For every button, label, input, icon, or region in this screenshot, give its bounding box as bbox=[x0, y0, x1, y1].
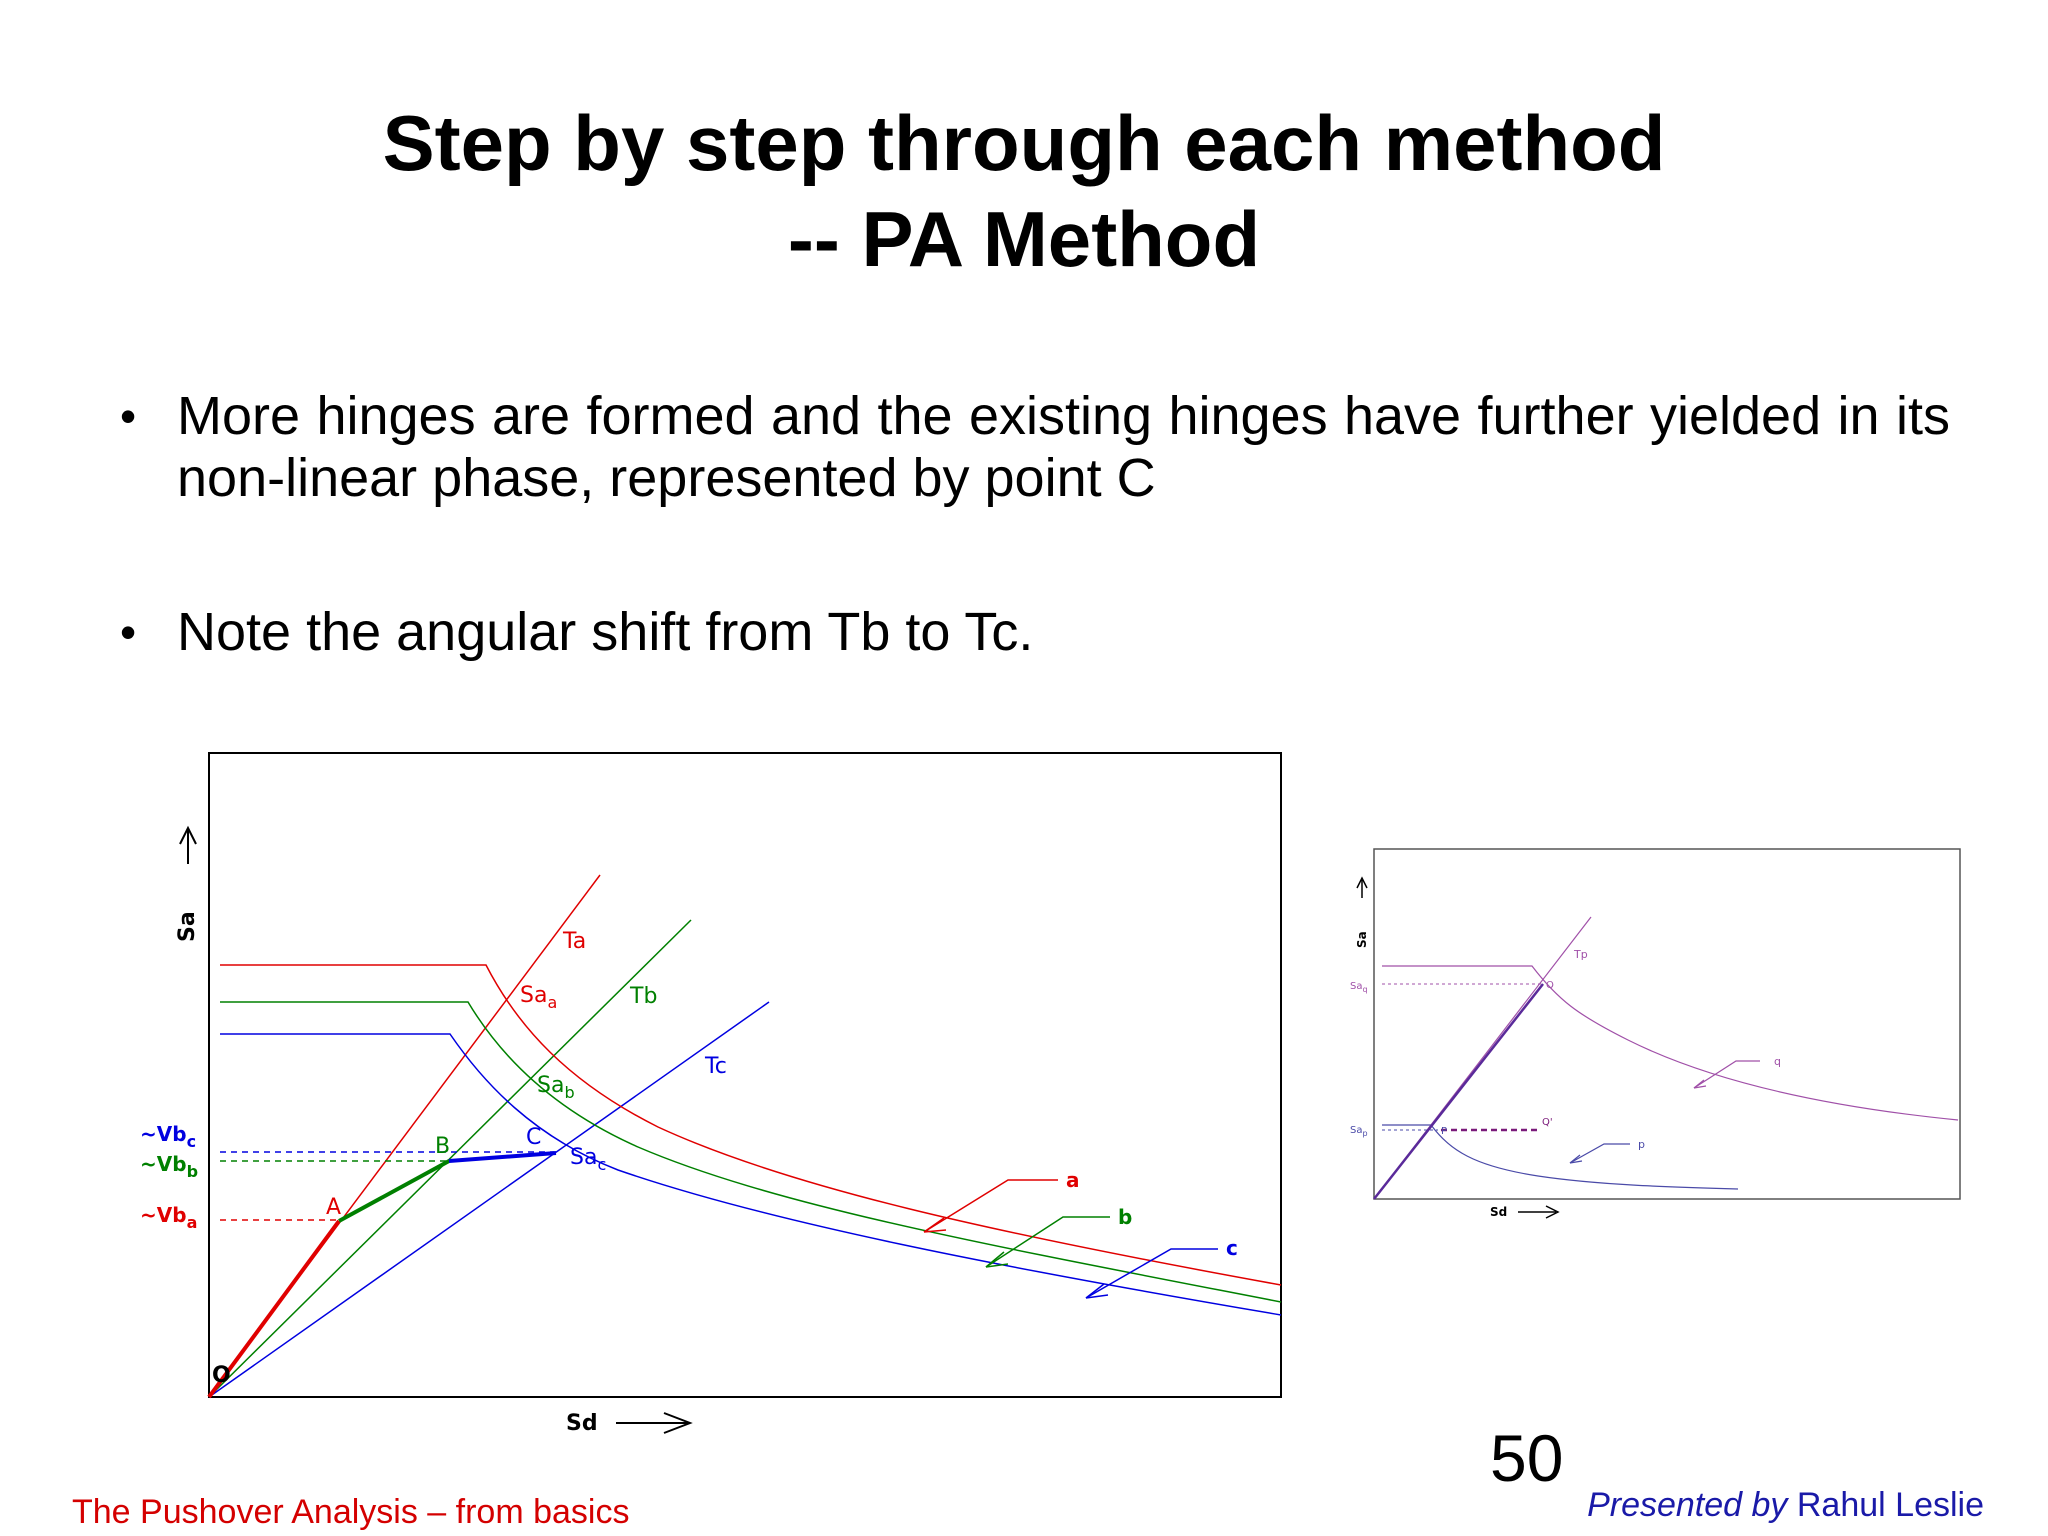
inset-point-q-prime-label: Q' bbox=[1542, 1117, 1553, 1128]
inset-y-axis-label: Sa bbox=[1355, 931, 1369, 948]
period-label-ta: Ta bbox=[562, 929, 586, 954]
sa-c-label: Sac bbox=[570, 1145, 606, 1174]
y-axis-label: Sa bbox=[175, 911, 200, 942]
inset-curve-label-p: p bbox=[1638, 1138, 1645, 1151]
callout-c bbox=[1085, 1248, 1218, 1299]
callout-b bbox=[985, 1216, 1110, 1268]
callout-a bbox=[923, 1179, 1058, 1233]
period-label-tc: Tc bbox=[704, 1054, 727, 1079]
footer-course-title: The Pushover Analysis – from basics bbox=[72, 1493, 630, 1531]
footer-presenter-name: Rahul Leslie bbox=[1796, 1486, 1984, 1524]
inset-point-p-label: P bbox=[1441, 1126, 1447, 1137]
spectrum-curve-b bbox=[220, 1001, 1282, 1303]
spectrum-curve-a bbox=[220, 964, 1282, 1286]
slide-title: Step by step through each method -- PA M… bbox=[0, 95, 2048, 287]
bullet-dot-icon: • bbox=[120, 390, 137, 442]
bullet-text: More hinges are formed and the existing … bbox=[177, 386, 1950, 508]
page-number: 50 bbox=[1490, 1421, 1564, 1495]
curve-label-c: c bbox=[1226, 1236, 1238, 1260]
inset-curve-label-q: q bbox=[1774, 1055, 1781, 1068]
pushover-segment-ab bbox=[338, 1159, 450, 1223]
pushover-segment-bc bbox=[448, 1151, 557, 1163]
title-line-1: Step by step through each method bbox=[382, 99, 1666, 187]
inset-callout-q bbox=[1693, 1060, 1760, 1089]
y-axis-arrow-icon bbox=[179, 825, 197, 864]
period-line-tb bbox=[208, 919, 692, 1398]
point-c-label: C bbox=[526, 1125, 541, 1150]
bullet-list: • More hinges are formed and the existin… bbox=[120, 385, 1950, 663]
inset-spectrum-q bbox=[1382, 965, 1959, 1121]
sa-b-label: Sab bbox=[537, 1073, 575, 1102]
inset-y-axis-arrow-icon bbox=[1356, 876, 1368, 898]
inset-point-q-label: Q bbox=[1546, 980, 1554, 991]
bullet-text: Note the angular shift from Tb to Tc. bbox=[177, 602, 1034, 662]
vb-c-label: ~Vbc bbox=[140, 1122, 196, 1151]
origin-label: O bbox=[212, 1363, 231, 1388]
inset-period-label-tp: Tp bbox=[1573, 948, 1588, 961]
inset-x-axis-label: Sd bbox=[1490, 1205, 1507, 1219]
bullet-item: • Note the angular shift from Tb to Tc. bbox=[120, 601, 1950, 663]
footer-presenter: Presented by Rahul Leslie bbox=[1587, 1485, 1984, 1525]
inset-pushover-line bbox=[1373, 983, 1544, 1200]
inset-sa-p-label: Sap bbox=[1350, 1125, 1368, 1138]
bullet-dot-icon: • bbox=[120, 606, 137, 658]
x-axis-arrow-icon bbox=[616, 1412, 693, 1434]
x-axis-label: Sd bbox=[566, 1411, 598, 1436]
curve-label-a: a bbox=[1066, 1168, 1080, 1192]
spectrum-curve-c bbox=[220, 1033, 1282, 1316]
pa-method-diagram: Sa Sd O A B C Ta Tb Tc Saa S bbox=[140, 752, 1282, 1436]
sa-a-label: Saa bbox=[520, 983, 557, 1012]
inset-x-axis-arrow-icon bbox=[1518, 1205, 1560, 1219]
footer-presenter-prefix: Presented by bbox=[1587, 1486, 1788, 1524]
inset-sa-q-label: Saq bbox=[1350, 981, 1368, 994]
point-b-label: B bbox=[435, 1134, 450, 1159]
inset-plot-frame bbox=[1373, 848, 1961, 1200]
vb-a-label: ~Vba bbox=[140, 1203, 197, 1232]
bullet-item: • More hinges are formed and the existin… bbox=[120, 385, 1950, 509]
vb-b-label: ~Vbb bbox=[140, 1152, 198, 1181]
curve-label-b: b bbox=[1118, 1205, 1132, 1229]
pa-method-inset-diagram: Sa Sd Tp Saq Sap Q P Q' q bbox=[1350, 848, 1961, 1219]
inset-spectrum-p bbox=[1382, 1124, 1739, 1190]
plot-frame bbox=[208, 752, 1282, 1398]
pushover-segment-oa bbox=[207, 1219, 341, 1399]
period-line-tc bbox=[208, 1001, 770, 1398]
period-label-tb: Tb bbox=[629, 984, 657, 1009]
inset-callout-p bbox=[1569, 1143, 1630, 1164]
title-line-2: -- PA Method bbox=[787, 195, 1261, 283]
point-a-label: A bbox=[326, 1195, 341, 1220]
